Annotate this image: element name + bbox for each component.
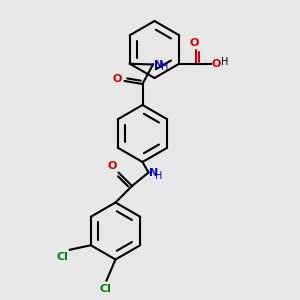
Text: O: O [190, 38, 199, 48]
Text: N: N [154, 59, 163, 70]
Text: O: O [211, 59, 221, 69]
Text: O: O [108, 161, 117, 171]
Text: O: O [113, 74, 122, 85]
Text: Cl: Cl [100, 284, 112, 293]
Text: Cl: Cl [56, 252, 68, 262]
Text: H: H [155, 171, 163, 181]
Text: H: H [220, 57, 228, 67]
Text: H: H [160, 62, 168, 73]
Text: N: N [149, 167, 158, 178]
